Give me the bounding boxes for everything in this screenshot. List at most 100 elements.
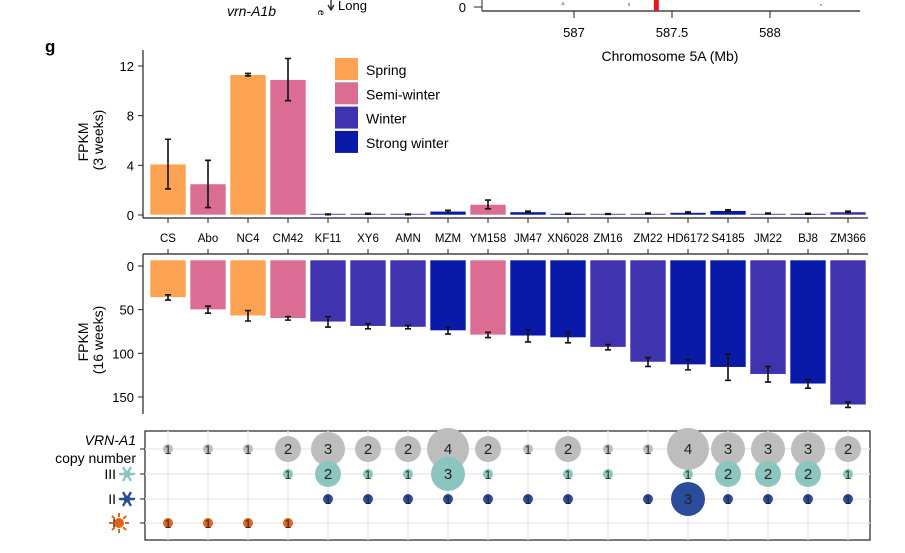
error-bar bbox=[645, 356, 651, 368]
bubble-label: 2 bbox=[324, 466, 332, 483]
error-bar bbox=[365, 212, 371, 216]
error-bar bbox=[565, 331, 571, 344]
x-tick-label: XN6028 bbox=[547, 233, 589, 245]
bubble-II bbox=[563, 494, 573, 504]
bar-Abo bbox=[189, 259, 227, 310]
bar-ZM366 bbox=[829, 259, 867, 406]
bubble-label: 1 bbox=[285, 468, 292, 482]
bubble-total bbox=[395, 436, 421, 462]
bubble-I bbox=[163, 518, 173, 528]
bubble-III bbox=[283, 469, 293, 479]
legend-swatch bbox=[335, 106, 358, 129]
snowflake-icon bbox=[118, 491, 136, 507]
bar-CM42 bbox=[269, 79, 307, 216]
bubble-title: VRN-A1 bbox=[85, 432, 136, 448]
error-bar bbox=[605, 212, 611, 216]
bubble-II bbox=[523, 494, 533, 504]
x-tick-label: KF11 bbox=[315, 233, 342, 245]
error-bar bbox=[845, 210, 851, 214]
x-tick-label: AMN bbox=[395, 233, 421, 245]
bar-YM158 bbox=[469, 259, 507, 336]
bubble-label: 1 bbox=[565, 493, 572, 507]
bar-MZM bbox=[429, 259, 467, 331]
x-tick-label: XY6 bbox=[357, 233, 379, 245]
error-bar bbox=[725, 208, 731, 213]
x-tick-label: YM158 bbox=[470, 233, 506, 245]
x-tick-label: ZM22 bbox=[633, 233, 662, 245]
bubble-label: 2 bbox=[724, 466, 732, 483]
bubble-label: 1 bbox=[365, 493, 372, 507]
error-bar bbox=[245, 309, 251, 322]
bubble-I bbox=[283, 518, 293, 528]
bubble-chart: 1 1 1 2 3 2 2 4 2 1 2 1 1 4 3 3 3 2 1 2 1 1 3 1 1 1 1 2 2 2 1 1 1 1 1 1 1 1 1 3… bbox=[140, 428, 871, 541]
bubble-label: 1 bbox=[765, 493, 772, 507]
bubble-label: 1 bbox=[525, 443, 532, 457]
bubble-label: 1 bbox=[525, 493, 532, 507]
sun-icon bbox=[109, 513, 129, 533]
error-bar bbox=[485, 331, 491, 339]
row-label-II: II bbox=[108, 491, 116, 507]
bubble-label: 2 bbox=[404, 441, 412, 458]
bar-XN6028 bbox=[549, 259, 587, 338]
bar-CS bbox=[149, 259, 187, 298]
bubble-III bbox=[715, 461, 741, 487]
bubble-label: 1 bbox=[645, 443, 652, 457]
error-bar bbox=[845, 401, 851, 409]
bubble-total bbox=[555, 436, 581, 462]
x-axis-label: Chromosome 5A (Mb) bbox=[602, 48, 739, 64]
error-bar bbox=[405, 324, 411, 330]
y-tick-label: 12 bbox=[120, 59, 134, 74]
error-bar bbox=[445, 326, 451, 335]
top-partial-panel: vrn-A1b e Long 0 587 587.5 588 Chromosome … bbox=[227, 0, 860, 64]
x-tick-label: S4185 bbox=[711, 233, 744, 245]
bubble-II bbox=[643, 494, 653, 504]
bubble-label: 1 bbox=[845, 493, 852, 507]
bubble-label: 3 bbox=[324, 441, 332, 458]
bubble-III bbox=[755, 461, 781, 487]
error-bar bbox=[325, 315, 331, 328]
chart-3-weeks: 0 4 8 12 CS Abo NC4 CM42 KF11 XY6 AMN MZM YM158 JM47 X… bbox=[120, 50, 868, 254]
bubble-label: 3 bbox=[804, 441, 812, 458]
bubble-total bbox=[751, 432, 785, 466]
bubble-II bbox=[443, 494, 453, 504]
bubble-label: 1 bbox=[445, 493, 452, 507]
error-bar bbox=[245, 72, 251, 77]
y-tick-label: 0 bbox=[459, 0, 466, 15]
bar-NC4 bbox=[229, 259, 267, 317]
bubble-label: 2 bbox=[764, 466, 772, 483]
y-axis-label-3w: FPKM (3 weeks) bbox=[75, 110, 106, 171]
y-tick-label: 8 bbox=[127, 109, 134, 124]
bubble-label: 2 bbox=[364, 441, 372, 458]
y-tick-label: 0 bbox=[127, 208, 134, 223]
chart-16-weeks: 0 50 100 150 bbox=[112, 253, 868, 414]
error-bar bbox=[405, 213, 411, 216]
bubble-label: 1 bbox=[205, 443, 212, 457]
bubble-label: 3 bbox=[764, 441, 772, 458]
y-tick-label: 4 bbox=[127, 158, 134, 173]
bubble-label: 1 bbox=[805, 493, 812, 507]
error-bar bbox=[765, 212, 771, 215]
x-tick-label: 587.5 bbox=[656, 25, 689, 40]
legend-swatch bbox=[335, 82, 358, 105]
bubble-total bbox=[355, 436, 381, 462]
error-bar bbox=[725, 353, 731, 382]
x-tick-label: 588 bbox=[759, 25, 781, 40]
bubble-label: 2 bbox=[284, 441, 292, 458]
y-tick-label: 50 bbox=[120, 303, 134, 318]
error-bar bbox=[205, 159, 211, 209]
bubble-total bbox=[711, 432, 745, 466]
bar-S4185 bbox=[709, 259, 747, 368]
error-bar bbox=[685, 358, 691, 371]
bubble-total bbox=[603, 444, 613, 454]
error-bar bbox=[685, 211, 691, 214]
x-tick-label: CS bbox=[160, 233, 176, 245]
cropped-axis-label: e bbox=[315, 10, 326, 16]
error-bar bbox=[565, 212, 571, 216]
bubble-total bbox=[203, 444, 213, 454]
error-bar bbox=[645, 212, 651, 215]
arrow-label: Long bbox=[338, 0, 367, 13]
bubble-label: 3 bbox=[724, 441, 732, 458]
bubble-label: 1 bbox=[645, 493, 652, 507]
bubble-label: 1 bbox=[405, 493, 412, 507]
